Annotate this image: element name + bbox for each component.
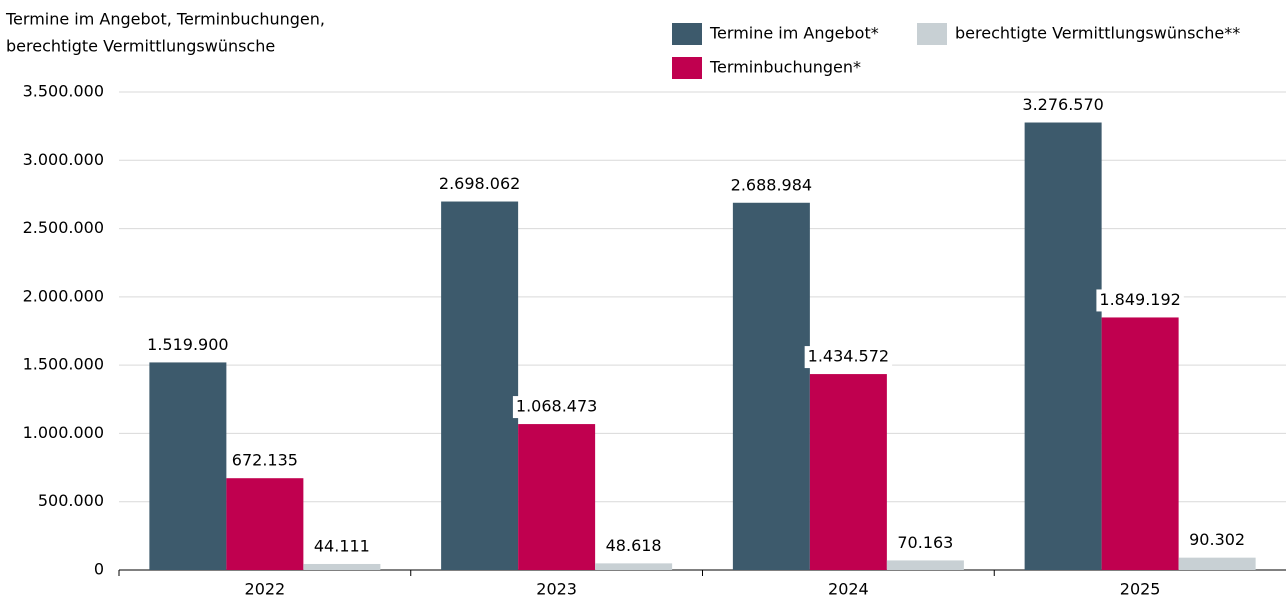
x-tick-label: 2022 bbox=[245, 580, 286, 599]
label-background bbox=[804, 346, 893, 369]
bar bbox=[1101, 317, 1179, 570]
bar bbox=[441, 201, 519, 570]
label-background bbox=[894, 532, 957, 555]
y-tick-label: 1.000.000 bbox=[23, 423, 104, 442]
value-label: 2.698.062 bbox=[439, 174, 520, 193]
bar bbox=[1178, 557, 1256, 570]
legend-swatch bbox=[917, 23, 947, 45]
value-label: 1.849.192 bbox=[1099, 290, 1180, 309]
bar bbox=[809, 374, 887, 570]
label-background bbox=[1096, 289, 1184, 312]
value-label: 2.688.984 bbox=[731, 175, 812, 194]
value-label: 1.068.473 bbox=[516, 397, 597, 416]
legend-label: berechtigte Vermittlungswünsche** bbox=[955, 24, 1240, 43]
bar bbox=[149, 362, 227, 570]
label-background bbox=[310, 535, 373, 558]
legend-swatch bbox=[672, 57, 702, 79]
value-label: 70.163 bbox=[897, 533, 953, 552]
bar bbox=[518, 424, 596, 570]
label-background bbox=[602, 535, 665, 558]
y-tick-label: 0 bbox=[94, 560, 104, 579]
legend-label: Termine im Angebot* bbox=[709, 24, 879, 43]
y-tick-label: 1.500.000 bbox=[23, 355, 104, 374]
x-tick-label: 2024 bbox=[828, 580, 869, 599]
y-tick-label: 3.000.000 bbox=[23, 150, 104, 169]
bar bbox=[226, 478, 304, 570]
value-label: 3.276.570 bbox=[1022, 95, 1103, 114]
value-label: 1.434.572 bbox=[808, 347, 889, 366]
y-tick-label: 2.500.000 bbox=[23, 218, 104, 237]
bar bbox=[886, 560, 964, 570]
value-label: 48.618 bbox=[606, 536, 662, 555]
y-tick-label: 3.500.000 bbox=[23, 82, 104, 101]
legend-label: Terminbuchungen* bbox=[709, 58, 861, 77]
value-label: 672.135 bbox=[232, 451, 298, 470]
bar bbox=[1024, 122, 1102, 570]
x-tick-label: 2023 bbox=[536, 580, 577, 599]
label-background bbox=[727, 174, 816, 197]
label-background bbox=[1186, 529, 1249, 552]
value-label: 90.302 bbox=[1189, 530, 1245, 549]
bar bbox=[303, 563, 381, 570]
label-background bbox=[228, 450, 301, 473]
value-label: 44.111 bbox=[314, 536, 370, 555]
bar bbox=[732, 202, 810, 571]
chart-title: berechtigte Vermittlungswünsche bbox=[6, 37, 275, 56]
y-tick-label: 2.000.000 bbox=[23, 286, 104, 305]
label-background bbox=[1019, 94, 1107, 117]
label-background bbox=[435, 173, 524, 196]
y-tick-label: 500.000 bbox=[38, 491, 104, 510]
value-label: 1.519.900 bbox=[147, 335, 228, 354]
chart-title: Termine im Angebot, Terminbuchungen, bbox=[5, 10, 325, 29]
bar bbox=[595, 563, 673, 570]
legend-swatch bbox=[672, 23, 702, 45]
x-tick-label: 2025 bbox=[1120, 580, 1161, 599]
label-background bbox=[144, 334, 232, 357]
label-background bbox=[512, 396, 601, 419]
